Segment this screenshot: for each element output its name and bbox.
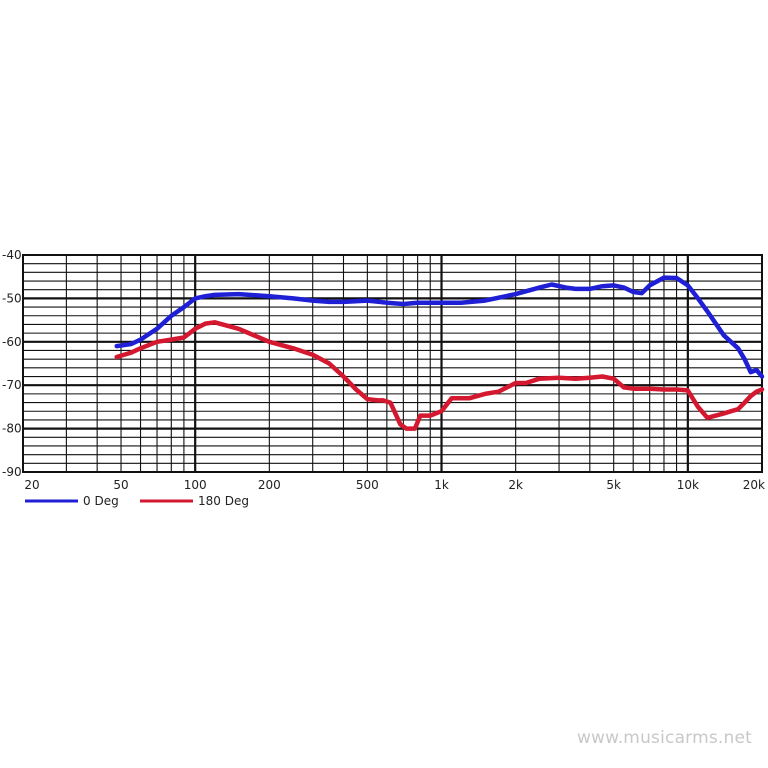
y-tick-label: -70 bbox=[2, 378, 22, 392]
series-layer bbox=[114, 275, 765, 431]
legend-label: 0 Deg bbox=[83, 494, 119, 508]
x-tick-label: 50 bbox=[113, 478, 128, 492]
plot-frame bbox=[22, 254, 763, 473]
x-tick-label: 20 bbox=[24, 478, 39, 492]
x-axis-tick-labels: 20 50 100 200 500 1k 2k 5k 10k 20k bbox=[24, 478, 765, 492]
grid-minor bbox=[23, 255, 762, 472]
series-line-one-eighty-deg bbox=[114, 320, 765, 431]
y-tick-label: -90 bbox=[2, 465, 22, 479]
y-axis-tick-labels: -40 -50 -60 -70 -80 -90 bbox=[2, 248, 22, 479]
x-tick-label: 10k bbox=[677, 478, 699, 492]
x-tick-label: 500 bbox=[356, 478, 379, 492]
x-tick-label: 2k bbox=[508, 478, 523, 492]
x-tick-label: 100 bbox=[184, 478, 207, 492]
legend-label: 180 Deg bbox=[198, 494, 249, 508]
y-tick-label: -40 bbox=[2, 248, 22, 262]
x-tick-label: 5k bbox=[606, 478, 621, 492]
x-tick-label: 1k bbox=[434, 478, 449, 492]
grid-major bbox=[23, 255, 762, 472]
series-line-zero-deg bbox=[114, 275, 765, 379]
y-tick-label: -80 bbox=[2, 422, 22, 436]
x-tick-label: 20k bbox=[743, 478, 765, 492]
legend: 0 Deg 180 Deg bbox=[25, 494, 249, 508]
x-tick-label: 200 bbox=[258, 478, 281, 492]
y-tick-label: -60 bbox=[2, 335, 22, 349]
watermark-text: www.musicarms.net bbox=[576, 728, 752, 748]
y-tick-label: -50 bbox=[2, 291, 22, 305]
